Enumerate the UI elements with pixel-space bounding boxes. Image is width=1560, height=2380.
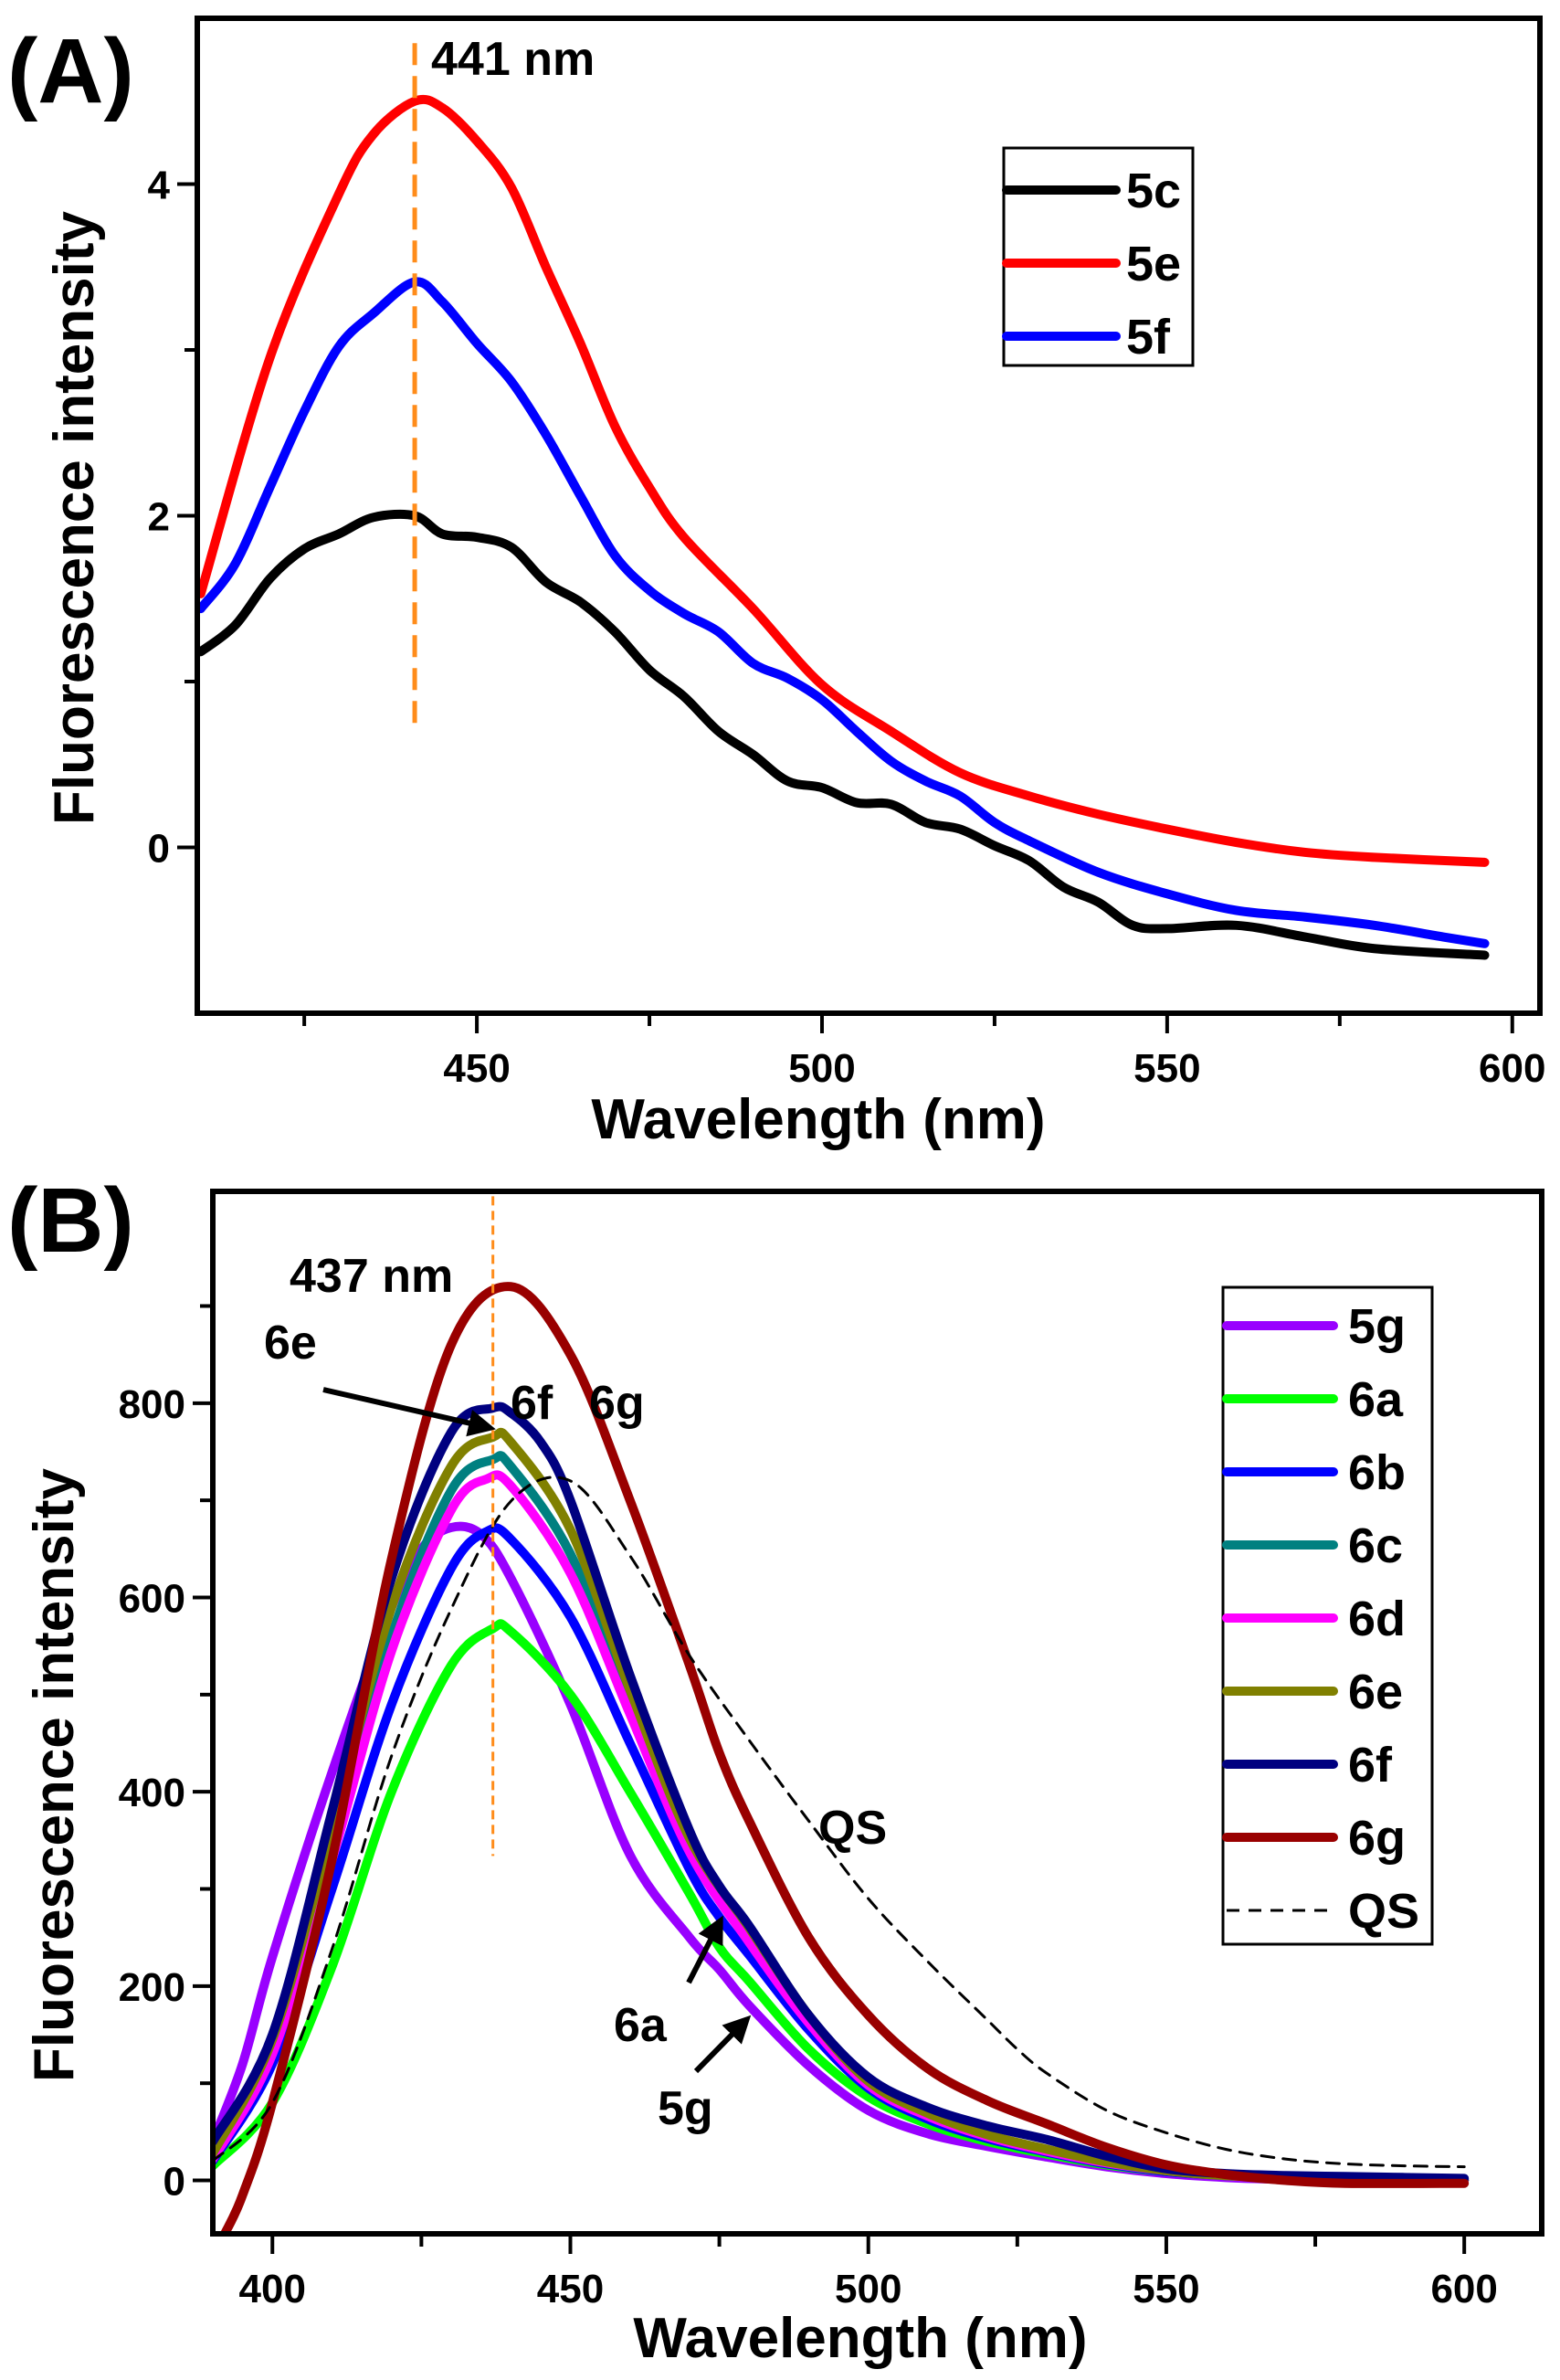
arrow-6a	[686, 1915, 723, 1984]
legend-box-a	[1002, 146, 1195, 367]
y-tick-label: 800	[119, 1382, 185, 1427]
legend-label-6e: 6e	[1348, 1665, 1403, 1719]
legend-label-6c: 6c	[1348, 1518, 1403, 1573]
plot-area-a: 450 500 550 600 0 2 4	[148, 43, 1545, 1091]
panel-label-a: (A)	[7, 20, 134, 122]
y-tick-label: 400	[119, 1771, 185, 1815]
label-6g: 6g	[589, 1377, 645, 1430]
x-tick-label: 600	[1479, 1046, 1545, 1091]
x-tick-label: 500	[788, 1046, 855, 1091]
x-axis-label-b: Wavelength (nm)	[633, 2307, 1087, 2370]
y-tick-label: 0	[163, 2160, 185, 2205]
legend-label-6b: 6b	[1348, 1445, 1406, 1500]
label-qs: QS	[818, 1802, 887, 1855]
plot-area-b: 400 450 500 550 600 0 200 400 600 800	[119, 1196, 1498, 2311]
panel-label-b: (B)	[7, 1169, 134, 1272]
y-tick-label: 4	[148, 164, 171, 208]
y-axis-label-b: Fluorescence intensity	[23, 1468, 86, 2082]
x-tick-label: 550	[1133, 1046, 1200, 1091]
x-tick-label: 450	[443, 1046, 510, 1091]
series-line-6g	[220, 1282, 1470, 2234]
legend-a: 5c 5e 5f	[1002, 146, 1195, 367]
legend-label-QS: QS	[1348, 1884, 1419, 1939]
legend-label-6f: 6f	[1348, 1738, 1393, 1793]
arrow-6e	[322, 1387, 496, 1437]
series-line-5e	[197, 94, 1490, 867]
legend-label-6g: 6g	[1348, 1811, 1406, 1866]
legend-label-5f: 5f	[1126, 310, 1171, 365]
plot-frame-b	[210, 1189, 1544, 2237]
y-tick-label: 600	[119, 1576, 185, 1621]
plot-frame-a	[195, 16, 1543, 1016]
x-tick-label: 400	[239, 2267, 306, 2311]
label-6f: 6f	[511, 1377, 553, 1430]
series-line-QS	[213, 1476, 1466, 2169]
arrow-5g	[693, 2015, 752, 2074]
legend-label-5c: 5c	[1126, 164, 1181, 218]
legend-label-5e: 5e	[1126, 237, 1181, 291]
label-5g: 5g	[658, 2082, 713, 2135]
y-axis-label-a: Fluorescence intensity	[43, 211, 106, 825]
label-6e: 6e	[264, 1317, 317, 1370]
x-tick-label: 450	[537, 2267, 604, 2311]
peak-annotation-b: 437 nm	[290, 1250, 453, 1303]
series-line-5c	[197, 509, 1490, 960]
legend-b: 5g 6a 6b 6c 6d 6e 6f 6g QS	[1221, 1285, 1434, 1946]
x-tick-label: 550	[1133, 2267, 1199, 2311]
y-tick-label: 0	[148, 827, 170, 872]
x-tick-label: 600	[1430, 2267, 1497, 2311]
y-tick-label: 200	[119, 1965, 185, 2010]
panel-a: (A) 450 500 550 600 0 2 4 441 nm Fluorescence …	[7, 16, 1545, 1151]
y-tick-label: 2	[148, 495, 170, 540]
peak-annotation-a: 441 nm	[431, 33, 595, 86]
x-axis-label-a: Wavelength (nm)	[591, 1088, 1045, 1151]
x-tick-label: 500	[835, 2267, 901, 2311]
series-line-5f	[197, 277, 1490, 948]
legend-label-6a: 6a	[1348, 1372, 1404, 1427]
label-6a: 6a	[614, 1999, 668, 2052]
legend-label-5g: 5g	[1348, 1299, 1406, 1354]
legend-label-6d: 6d	[1348, 1592, 1406, 1646]
